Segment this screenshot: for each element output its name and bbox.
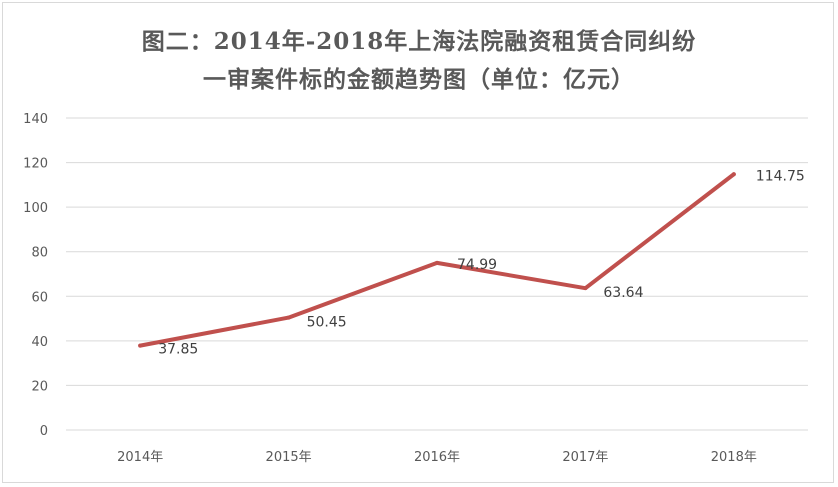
y-tick-label: 120	[23, 157, 48, 172]
chart-title-line-2: 一审案件标的金额趋势图（单位：亿元）	[203, 66, 635, 93]
data-point	[583, 286, 588, 291]
chart-title-line-1: 图二：2014年-2018年上海法院融资租赁合同纠纷	[141, 28, 697, 55]
x-tick-label: 2016年	[414, 450, 460, 465]
x-tick-label: 2018年	[711, 450, 757, 465]
x-tick-label: 2014年	[117, 450, 163, 465]
y-tick-label: 60	[31, 290, 48, 305]
x-tick-label: 2017年	[562, 450, 608, 465]
data-label: 63.64	[603, 285, 643, 301]
data-point	[138, 343, 143, 348]
gridlines	[66, 117, 808, 431]
y-tick-label: 100	[23, 201, 48, 216]
data-labels: 37.85 50.45 74.99 63.64 114.75	[158, 168, 805, 357]
y-tick-label: 80	[31, 246, 48, 261]
y-tick-label: 20	[31, 379, 48, 394]
y-tick-label: 0	[40, 424, 48, 439]
x-axis-ticks: 2014年 2015年 2016年 2017年 2018年	[117, 450, 757, 465]
y-tick-label: 140	[23, 112, 48, 127]
data-label: 50.45	[307, 315, 347, 331]
x-tick-label: 2015年	[266, 450, 312, 465]
data-label: 74.99	[457, 257, 497, 273]
y-tick-label: 40	[31, 335, 48, 350]
data-label: 114.75	[756, 168, 805, 184]
data-point	[731, 172, 736, 177]
data-point	[435, 260, 439, 265]
data-point	[286, 315, 291, 320]
data-label: 37.85	[158, 342, 198, 358]
series-line	[138, 172, 736, 348]
series-line-group	[138, 172, 736, 348]
y-axis-ticks: 0 20 40 60 80 100 120 140	[23, 112, 48, 439]
